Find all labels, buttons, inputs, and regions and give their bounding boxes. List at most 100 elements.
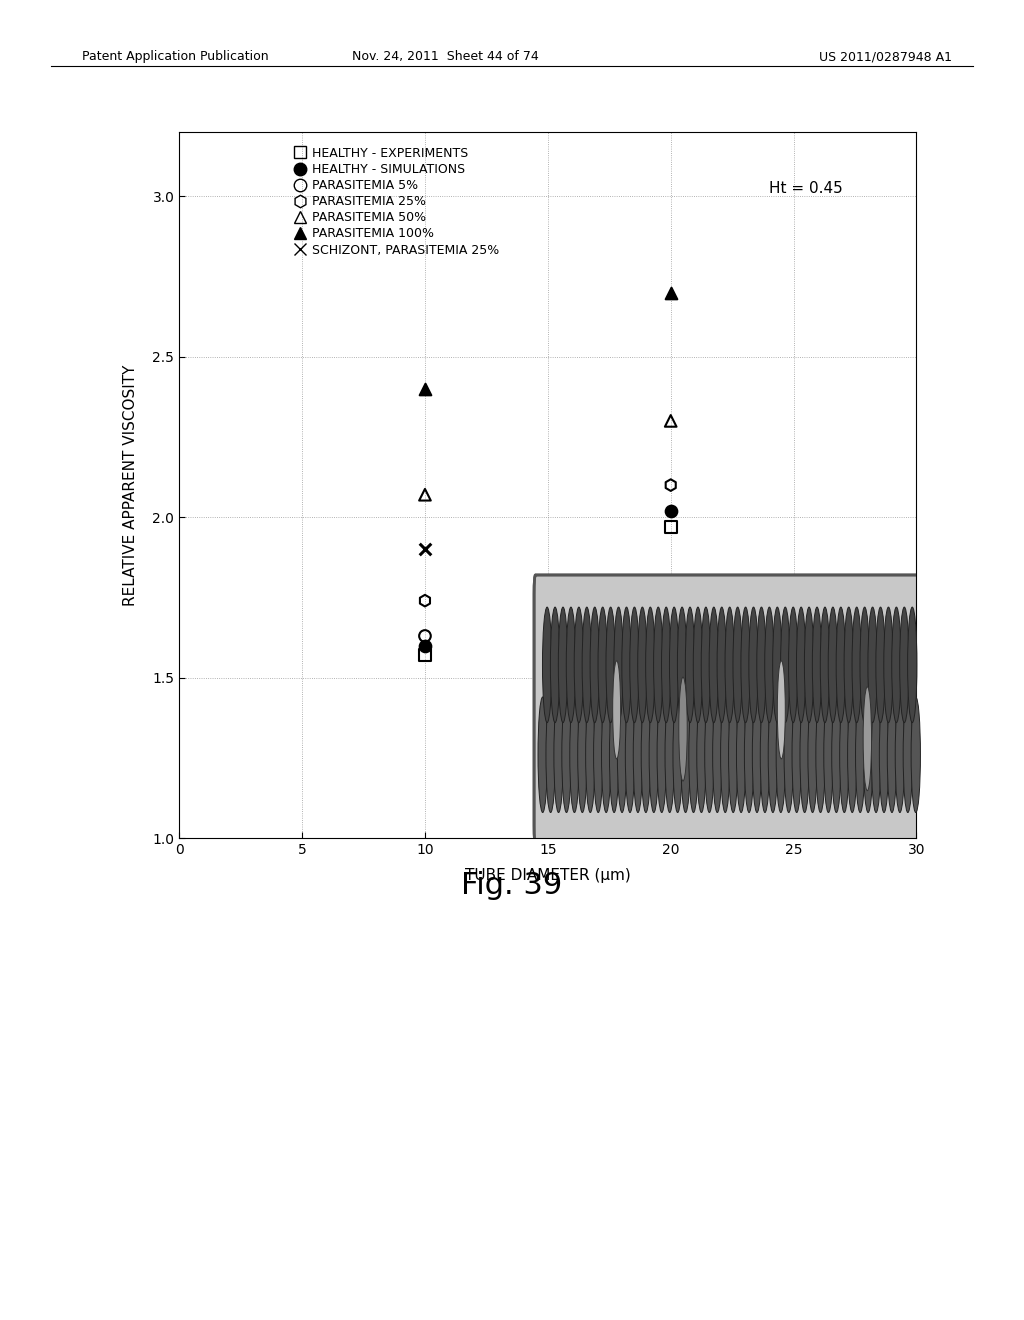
Ellipse shape xyxy=(562,697,571,813)
Ellipse shape xyxy=(831,697,841,813)
Ellipse shape xyxy=(673,697,682,813)
Ellipse shape xyxy=(816,697,825,813)
Ellipse shape xyxy=(696,697,707,813)
Ellipse shape xyxy=(646,607,655,722)
Ellipse shape xyxy=(574,607,584,722)
Point xyxy=(663,516,679,537)
Ellipse shape xyxy=(911,697,921,813)
Ellipse shape xyxy=(701,607,711,722)
Ellipse shape xyxy=(780,607,790,722)
Ellipse shape xyxy=(725,607,734,722)
Ellipse shape xyxy=(788,607,798,722)
Ellipse shape xyxy=(736,697,745,813)
Ellipse shape xyxy=(837,607,846,722)
Ellipse shape xyxy=(710,607,719,722)
Ellipse shape xyxy=(820,607,829,722)
Legend: HEALTHY - EXPERIMENTS, HEALTHY - SIMULATIONS, PARASITEMIA 5%, PARASITEMIA 25%, P: HEALTHY - EXPERIMENTS, HEALTHY - SIMULAT… xyxy=(289,141,505,261)
Ellipse shape xyxy=(728,697,738,813)
Ellipse shape xyxy=(657,697,667,813)
Ellipse shape xyxy=(741,607,751,722)
Ellipse shape xyxy=(566,607,575,722)
Ellipse shape xyxy=(887,697,897,813)
Ellipse shape xyxy=(863,686,871,791)
Point xyxy=(663,411,679,432)
Ellipse shape xyxy=(612,661,621,759)
Text: US 2011/0287948 A1: US 2011/0287948 A1 xyxy=(819,50,952,63)
Ellipse shape xyxy=(805,607,814,722)
Ellipse shape xyxy=(844,607,853,722)
Ellipse shape xyxy=(860,607,869,722)
Ellipse shape xyxy=(554,697,563,813)
Ellipse shape xyxy=(757,607,766,722)
Ellipse shape xyxy=(868,607,878,722)
Ellipse shape xyxy=(538,697,548,813)
Y-axis label: RELATIVE APPARENT VISCOSITY: RELATIVE APPARENT VISCOSITY xyxy=(124,364,138,606)
Ellipse shape xyxy=(578,697,587,813)
Ellipse shape xyxy=(590,607,599,722)
Ellipse shape xyxy=(653,607,663,722)
Point xyxy=(417,644,433,665)
Ellipse shape xyxy=(630,607,639,722)
Point xyxy=(417,590,433,611)
Ellipse shape xyxy=(871,697,881,813)
Point xyxy=(417,626,433,647)
Ellipse shape xyxy=(749,607,758,722)
Point xyxy=(663,500,679,521)
Ellipse shape xyxy=(546,697,555,813)
Ellipse shape xyxy=(705,697,714,813)
Ellipse shape xyxy=(622,607,631,722)
Ellipse shape xyxy=(852,607,861,722)
Ellipse shape xyxy=(679,677,687,781)
Ellipse shape xyxy=(776,697,785,813)
Ellipse shape xyxy=(823,697,834,813)
Point xyxy=(417,635,433,656)
Point xyxy=(417,379,433,400)
Ellipse shape xyxy=(678,607,687,722)
Ellipse shape xyxy=(638,607,647,722)
Ellipse shape xyxy=(876,607,885,722)
Ellipse shape xyxy=(828,607,838,722)
FancyBboxPatch shape xyxy=(535,576,926,845)
Ellipse shape xyxy=(550,607,560,722)
Ellipse shape xyxy=(626,697,635,813)
Ellipse shape xyxy=(768,697,777,813)
Ellipse shape xyxy=(721,697,730,813)
Ellipse shape xyxy=(812,607,821,722)
Ellipse shape xyxy=(689,697,698,813)
Ellipse shape xyxy=(880,697,889,813)
Ellipse shape xyxy=(543,607,552,722)
Ellipse shape xyxy=(773,607,782,722)
Ellipse shape xyxy=(753,697,762,813)
Ellipse shape xyxy=(670,607,679,722)
Ellipse shape xyxy=(765,607,774,722)
Ellipse shape xyxy=(848,697,857,813)
Ellipse shape xyxy=(903,697,912,813)
Ellipse shape xyxy=(606,607,615,722)
Ellipse shape xyxy=(586,697,595,813)
Ellipse shape xyxy=(649,697,658,813)
Ellipse shape xyxy=(685,607,694,722)
Ellipse shape xyxy=(717,607,726,722)
Ellipse shape xyxy=(855,697,865,813)
Point xyxy=(663,282,679,304)
Ellipse shape xyxy=(662,607,671,722)
Ellipse shape xyxy=(777,661,785,759)
Point xyxy=(417,539,433,560)
Ellipse shape xyxy=(641,697,650,813)
Ellipse shape xyxy=(733,607,742,722)
Text: Nov. 24, 2011  Sheet 44 of 74: Nov. 24, 2011 Sheet 44 of 74 xyxy=(352,50,539,63)
Ellipse shape xyxy=(569,697,580,813)
Point xyxy=(663,474,679,495)
Point xyxy=(417,484,433,506)
Ellipse shape xyxy=(598,607,607,722)
Ellipse shape xyxy=(558,607,567,722)
Ellipse shape xyxy=(609,697,618,813)
Text: Patent Application Publication: Patent Application Publication xyxy=(82,50,268,63)
Ellipse shape xyxy=(863,697,872,813)
X-axis label: TUBE DIAMETER (μm): TUBE DIAMETER (μm) xyxy=(465,869,631,883)
Ellipse shape xyxy=(884,607,893,722)
Ellipse shape xyxy=(633,697,643,813)
Ellipse shape xyxy=(907,607,916,722)
Ellipse shape xyxy=(760,697,770,813)
Ellipse shape xyxy=(895,697,904,813)
